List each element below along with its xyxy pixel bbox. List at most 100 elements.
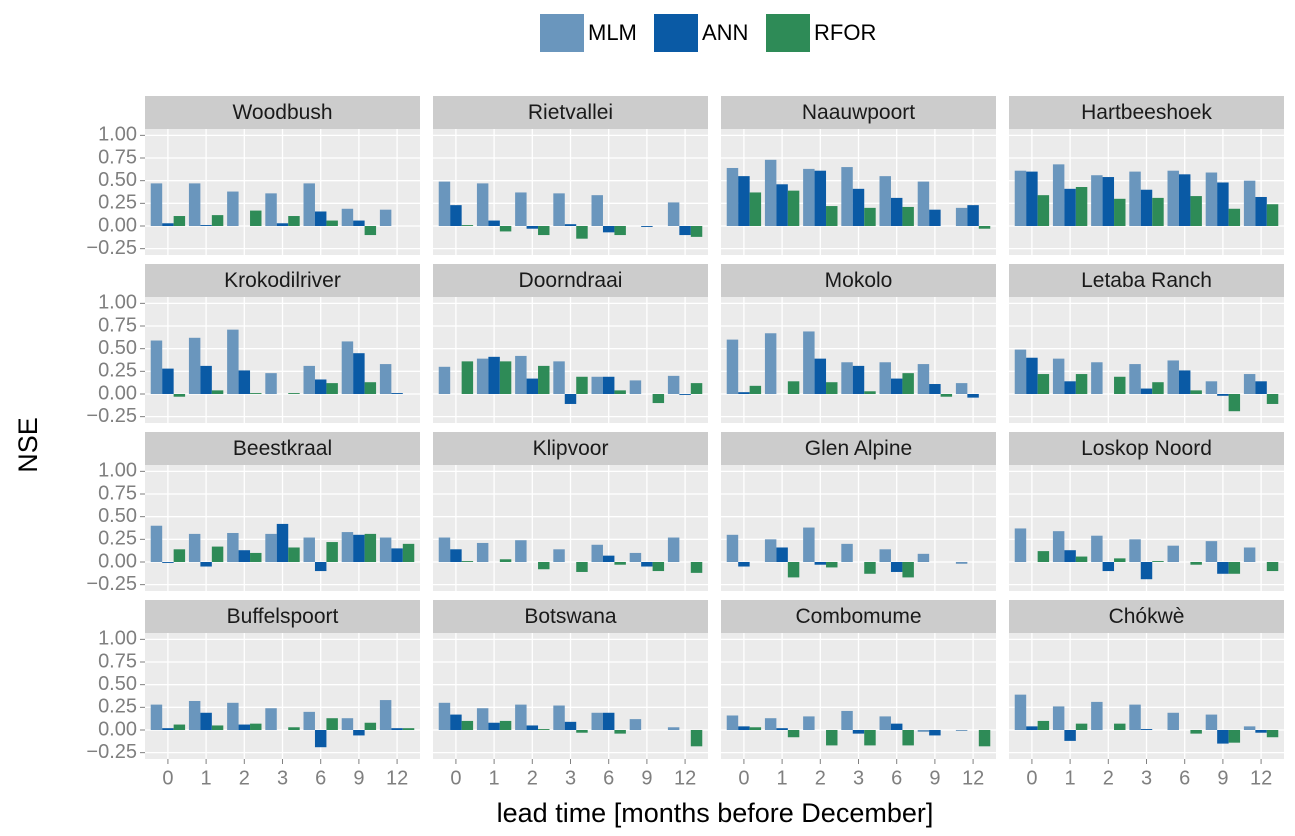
bar xyxy=(749,192,762,226)
bar xyxy=(764,159,777,226)
bar xyxy=(667,202,680,226)
bar xyxy=(526,378,539,394)
bar xyxy=(1167,545,1179,562)
bar xyxy=(955,729,968,731)
bar xyxy=(538,365,550,394)
x-axis-title: lead time [months before December] xyxy=(497,798,934,828)
bar xyxy=(1129,539,1141,562)
bar xyxy=(538,729,550,730)
bar xyxy=(1037,720,1050,730)
bar xyxy=(629,719,642,730)
y-tick-label: 0.75 xyxy=(98,314,137,336)
bar xyxy=(576,561,588,572)
bar xyxy=(955,207,968,226)
bar xyxy=(1190,561,1202,565)
x-tick-label: 1 xyxy=(777,767,788,789)
bar xyxy=(1178,174,1191,226)
bar xyxy=(826,206,838,226)
bar xyxy=(1152,382,1164,394)
bar xyxy=(929,209,941,226)
bar xyxy=(814,358,827,394)
bar xyxy=(276,523,289,562)
bar xyxy=(379,364,392,394)
bar xyxy=(929,729,941,736)
bar xyxy=(314,211,327,226)
bar xyxy=(461,361,474,394)
bar xyxy=(929,384,941,394)
bar xyxy=(476,358,489,394)
bar xyxy=(614,225,626,236)
strip-title: Beestkraal xyxy=(233,437,332,460)
bar xyxy=(200,225,212,226)
bar xyxy=(1064,729,1076,741)
bar xyxy=(641,225,653,227)
bar xyxy=(200,561,212,567)
y-tick-label: 1.00 xyxy=(98,292,137,314)
x-tick-label: 2 xyxy=(1103,767,1114,789)
x-tick-label: 0 xyxy=(450,767,461,789)
bar xyxy=(499,361,512,394)
x-tick-label: 2 xyxy=(815,767,826,789)
bar xyxy=(864,561,876,574)
bar xyxy=(476,183,489,226)
bar xyxy=(150,183,163,226)
bar xyxy=(1037,195,1050,226)
bar xyxy=(1266,393,1279,404)
bar xyxy=(499,559,512,562)
bar xyxy=(341,532,354,562)
bar xyxy=(1266,729,1279,738)
bar xyxy=(738,176,750,226)
bar xyxy=(726,339,739,394)
bar xyxy=(1243,374,1256,394)
bar xyxy=(1205,714,1218,730)
bar xyxy=(515,192,527,226)
bar xyxy=(353,220,365,226)
x-tick-label: 0 xyxy=(162,767,173,789)
bar xyxy=(1091,175,1103,226)
bar xyxy=(1102,177,1115,226)
bar xyxy=(1114,558,1126,562)
bar xyxy=(1114,723,1126,730)
bar xyxy=(1190,196,1202,226)
bar xyxy=(564,393,577,404)
bar xyxy=(450,549,462,562)
bar xyxy=(1243,726,1256,730)
bar xyxy=(841,710,853,730)
bar xyxy=(288,393,300,394)
bar xyxy=(488,356,500,394)
bar xyxy=(890,378,903,394)
bar xyxy=(265,193,277,226)
y-tick-label: 0.50 xyxy=(98,169,137,191)
bar xyxy=(353,729,365,736)
x-tick-label: 3 xyxy=(277,767,288,789)
bar xyxy=(211,390,224,394)
bar xyxy=(341,208,354,226)
y-tick-label: 0.25 xyxy=(98,696,137,718)
bar xyxy=(1026,171,1038,226)
strip xyxy=(433,264,708,297)
bar xyxy=(764,718,777,730)
bar xyxy=(188,337,201,394)
bar xyxy=(188,700,201,730)
bar xyxy=(726,715,739,730)
bar xyxy=(1075,556,1088,562)
bar xyxy=(1243,180,1256,226)
bar xyxy=(1014,170,1027,226)
strip-title: Combomume xyxy=(795,605,921,628)
bar xyxy=(690,225,703,237)
bar xyxy=(629,380,642,394)
strip xyxy=(1009,264,1284,297)
y-tick-label: 0.50 xyxy=(98,505,137,527)
bar xyxy=(326,220,338,226)
strip xyxy=(721,264,996,297)
bar xyxy=(1014,528,1027,562)
bar xyxy=(726,167,739,226)
bar xyxy=(1167,360,1179,394)
bar xyxy=(1255,196,1267,226)
bar xyxy=(1217,729,1229,744)
bar xyxy=(1064,188,1076,226)
bar xyxy=(526,725,539,730)
bar xyxy=(1243,547,1256,562)
bar xyxy=(803,168,815,226)
bar xyxy=(738,726,750,730)
